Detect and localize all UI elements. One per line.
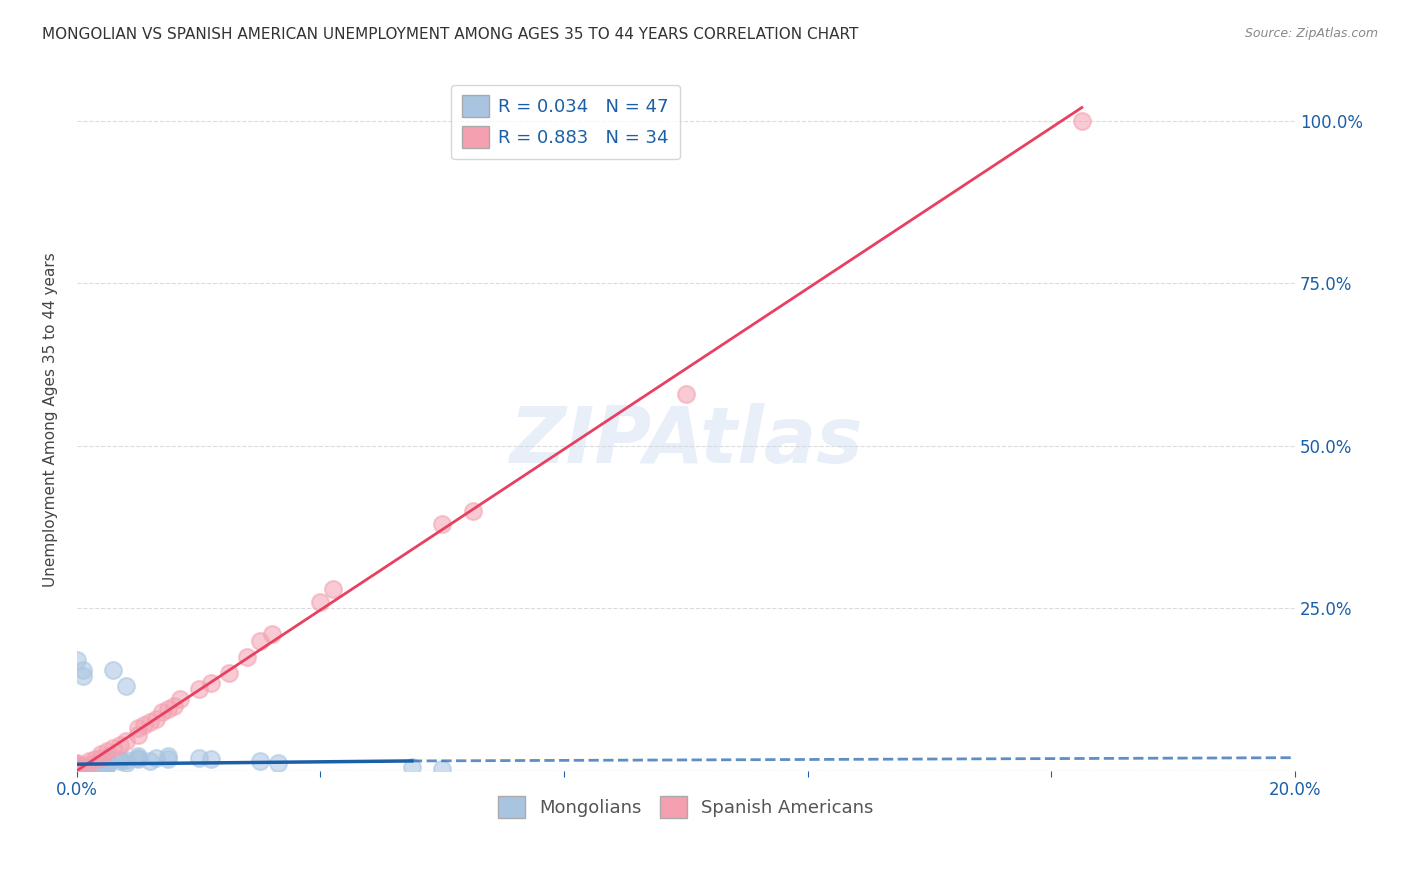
Point: [66, 763, 89, 777]
Point: [139, 714, 162, 729]
Point: [432, 762, 454, 776]
Point: [200, 676, 222, 690]
Point: [77, 760, 100, 774]
Point: [127, 749, 149, 764]
Point: [145, 750, 167, 764]
Point: [66, 762, 89, 776]
Point: [66, 758, 89, 772]
Point: [77, 760, 100, 774]
Point: [96, 757, 118, 772]
Point: [103, 740, 125, 755]
Point: [108, 738, 131, 752]
Text: MONGOLIAN VS SPANISH AMERICAN UNEMPLOYMENT AMONG AGES 35 TO 44 YEARS CORRELATION: MONGOLIAN VS SPANISH AMERICAN UNEMPLOYME…: [42, 27, 859, 42]
Point: [84, 760, 107, 774]
Point: [66, 764, 89, 778]
Point: [96, 750, 118, 764]
Point: [114, 756, 136, 770]
Point: [1070, 113, 1092, 128]
Point: [249, 754, 271, 768]
Point: [150, 705, 173, 719]
Text: Source: ZipAtlas.com: Source: ZipAtlas.com: [1244, 27, 1378, 40]
Point: [90, 750, 112, 764]
Point: [127, 750, 149, 764]
Point: [84, 760, 107, 774]
Point: [267, 756, 290, 770]
Point: [103, 663, 125, 677]
Point: [108, 752, 131, 766]
Point: [96, 754, 118, 768]
Point: [96, 758, 118, 772]
Point: [169, 692, 191, 706]
Point: [187, 750, 209, 764]
Point: [114, 753, 136, 767]
Point: [157, 752, 180, 766]
Point: [66, 760, 89, 774]
Legend: Mongolians, Spanish Americans: Mongolians, Spanish Americans: [491, 789, 882, 825]
Point: [260, 627, 283, 641]
Point: [72, 663, 94, 677]
Point: [132, 718, 155, 732]
Point: [461, 503, 484, 517]
Point: [96, 744, 118, 758]
Point: [66, 763, 89, 777]
Point: [200, 752, 222, 766]
Point: [77, 759, 100, 773]
Point: [96, 757, 118, 772]
Point: [96, 756, 118, 770]
Point: [77, 757, 100, 772]
Point: [66, 762, 89, 776]
Point: [90, 747, 112, 762]
Point: [163, 698, 186, 713]
Point: [139, 754, 162, 768]
Point: [96, 752, 118, 766]
Point: [157, 702, 180, 716]
Point: [236, 649, 259, 664]
Point: [84, 752, 107, 766]
Point: [322, 582, 344, 596]
Point: [90, 759, 112, 773]
Y-axis label: Unemployment Among Ages 35 to 44 years: Unemployment Among Ages 35 to 44 years: [44, 252, 58, 587]
Point: [114, 734, 136, 748]
Point: [84, 758, 107, 772]
Point: [218, 666, 240, 681]
Point: [66, 763, 89, 777]
Point: [114, 679, 136, 693]
Point: [72, 669, 94, 683]
Point: [66, 756, 89, 770]
Point: [77, 754, 100, 768]
Point: [108, 754, 131, 768]
Point: [187, 682, 209, 697]
Point: [401, 760, 423, 774]
Point: [432, 516, 454, 531]
Point: [66, 761, 89, 775]
Point: [66, 757, 89, 772]
Point: [309, 594, 332, 608]
Point: [145, 712, 167, 726]
Text: ZIPAtlas: ZIPAtlas: [509, 402, 863, 479]
Point: [157, 749, 180, 764]
Point: [66, 653, 89, 667]
Point: [66, 764, 89, 778]
Point: [127, 752, 149, 766]
Point: [127, 722, 149, 736]
Point: [127, 728, 149, 742]
Point: [675, 386, 697, 401]
Point: [84, 757, 107, 772]
Point: [66, 763, 89, 777]
Point: [66, 760, 89, 774]
Point: [249, 633, 271, 648]
